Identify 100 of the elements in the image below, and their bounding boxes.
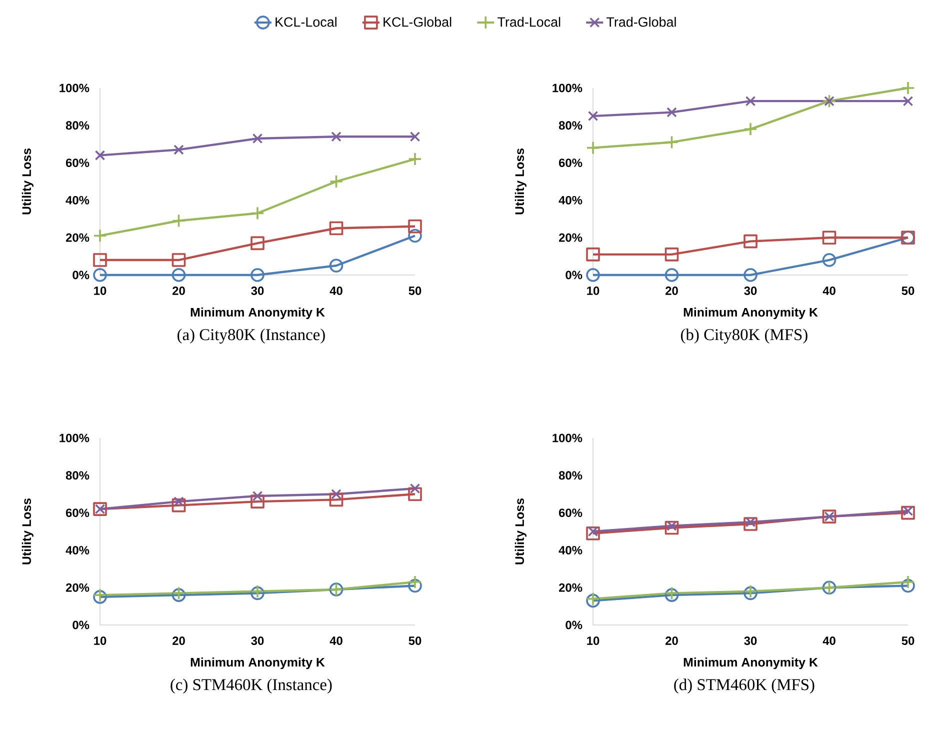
point	[408, 152, 422, 166]
y-tick-label: 0%	[566, 620, 582, 630]
y-axis-title: Utility Loss	[22, 498, 34, 564]
text: (d) STM460K (MFS)	[674, 678, 814, 694]
point	[172, 268, 186, 282]
point	[586, 526, 600, 540]
point	[331, 488, 342, 500]
point	[250, 494, 264, 508]
y-tick-label: 100%	[552, 434, 582, 442]
point	[666, 107, 677, 118]
point	[744, 122, 758, 136]
point	[252, 490, 263, 502]
x-tick-label: 30	[251, 286, 264, 296]
legend-label: Trad-Local	[498, 16, 560, 27]
x-tick-label: 40	[822, 286, 836, 295]
x-axis-title: Minimum Anonymity K	[684, 658, 818, 670]
point	[586, 248, 600, 262]
point	[172, 498, 186, 512]
x-tick-label: 30	[744, 636, 757, 646]
point	[172, 253, 186, 267]
point	[410, 483, 420, 494]
point	[329, 221, 344, 236]
y-tick-label: 80%	[558, 471, 582, 480]
y-tick-label: 20%	[558, 583, 582, 592]
point	[822, 230, 836, 244]
y-tick-label: 100%	[552, 84, 582, 92]
point	[901, 506, 915, 520]
x-tick-label: 10	[587, 636, 600, 645]
point	[744, 517, 758, 531]
point	[250, 268, 264, 282]
y-tick-label: 20%	[66, 583, 90, 592]
x-tick-label: 10	[587, 286, 600, 295]
point	[664, 135, 679, 150]
legend-label: KCL-Global	[384, 16, 452, 27]
x-tick-label: 30	[744, 286, 757, 296]
point	[93, 268, 107, 282]
legend-label: KCL-Local	[276, 16, 336, 27]
x-tick-label: 40	[822, 636, 836, 645]
point	[93, 253, 107, 267]
point	[822, 253, 836, 267]
x-axis-title: Minimum Anonymity K	[190, 307, 325, 320]
point	[744, 234, 758, 248]
y-tick-label: 40%	[66, 546, 90, 554]
text: (b) City80K (MFS)	[680, 328, 808, 344]
legend-label: Trad-Global	[606, 16, 676, 27]
point	[329, 492, 344, 507]
y-tick-label: 100%	[60, 84, 90, 92]
y-tick-label: 60%	[66, 508, 90, 518]
point	[664, 248, 679, 262]
point	[408, 487, 422, 501]
y-tick-label: 80%	[66, 471, 90, 480]
point	[329, 258, 344, 273]
y-tick-label: 80%	[558, 121, 582, 130]
x-tick-label: 50	[902, 286, 914, 295]
point	[93, 228, 107, 243]
y-tick-label: 40%	[558, 196, 582, 204]
point	[666, 520, 677, 532]
y-tick-label: 40%	[66, 196, 90, 204]
point	[174, 496, 184, 507]
y-tick-label: 60%	[558, 158, 582, 168]
x-tick-label: 20	[172, 636, 185, 645]
point	[664, 520, 679, 535]
point	[408, 575, 422, 589]
point	[902, 506, 914, 516]
y-tick-label: 0%	[566, 270, 582, 280]
x-tick-label: 20	[172, 286, 185, 295]
point	[745, 517, 756, 528]
y-axis-title: Utility Loss	[514, 498, 526, 564]
x-tick-label: 40	[330, 636, 342, 645]
point	[586, 140, 600, 155]
x-tick-label: 50	[902, 636, 914, 645]
x-tick-label: 40	[330, 286, 342, 295]
text: (a) City80K (Instance)	[178, 328, 325, 344]
point	[664, 268, 679, 282]
point	[329, 174, 344, 188]
point	[586, 268, 600, 282]
point	[408, 578, 422, 593]
point	[408, 228, 422, 243]
point	[901, 81, 915, 95]
y-tick-label: 40%	[558, 546, 582, 554]
point	[901, 578, 915, 593]
x-tick-label: 10	[94, 286, 106, 295]
point	[744, 268, 758, 282]
point	[172, 214, 186, 228]
point	[250, 236, 264, 250]
text: (c) STM460K (Instance)	[170, 678, 332, 694]
x-tick-label: 30	[251, 636, 264, 646]
x-tick-label: 20	[666, 286, 678, 295]
y-tick-label: 0%	[72, 270, 90, 280]
x-axis-title: Minimum Anonymity K	[684, 307, 818, 320]
x-tick-label: 10	[94, 636, 106, 645]
y-tick-label: 100%	[60, 434, 90, 442]
point	[252, 133, 263, 144]
y-tick-label: 0%	[72, 620, 90, 630]
x-axis-title: Minimum Anonymity K	[190, 658, 325, 670]
x-tick-label: 20	[666, 636, 678, 645]
point	[250, 206, 264, 220]
point	[901, 575, 915, 589]
point	[588, 526, 598, 537]
y-tick-label: 80%	[66, 121, 90, 130]
